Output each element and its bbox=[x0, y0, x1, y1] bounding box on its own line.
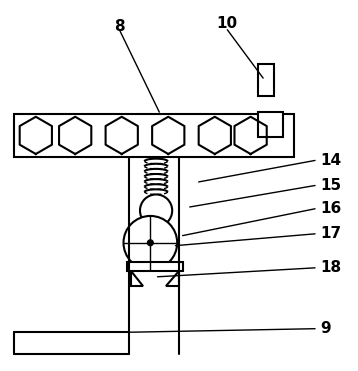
Circle shape bbox=[124, 216, 177, 270]
Text: 16: 16 bbox=[320, 201, 342, 216]
Polygon shape bbox=[166, 272, 179, 286]
Text: 15: 15 bbox=[320, 178, 342, 193]
Text: 8: 8 bbox=[115, 19, 125, 34]
Text: 9: 9 bbox=[320, 321, 331, 336]
Text: 10: 10 bbox=[217, 16, 238, 31]
Polygon shape bbox=[131, 272, 143, 286]
Bar bbox=[258, 112, 283, 137]
Circle shape bbox=[147, 240, 153, 246]
Circle shape bbox=[140, 194, 172, 227]
Text: 18: 18 bbox=[320, 260, 342, 275]
Bar bbox=[258, 64, 274, 96]
Text: 14: 14 bbox=[320, 153, 342, 168]
Bar bbox=[127, 262, 183, 272]
Bar bbox=[14, 114, 294, 157]
Text: 17: 17 bbox=[320, 226, 342, 241]
